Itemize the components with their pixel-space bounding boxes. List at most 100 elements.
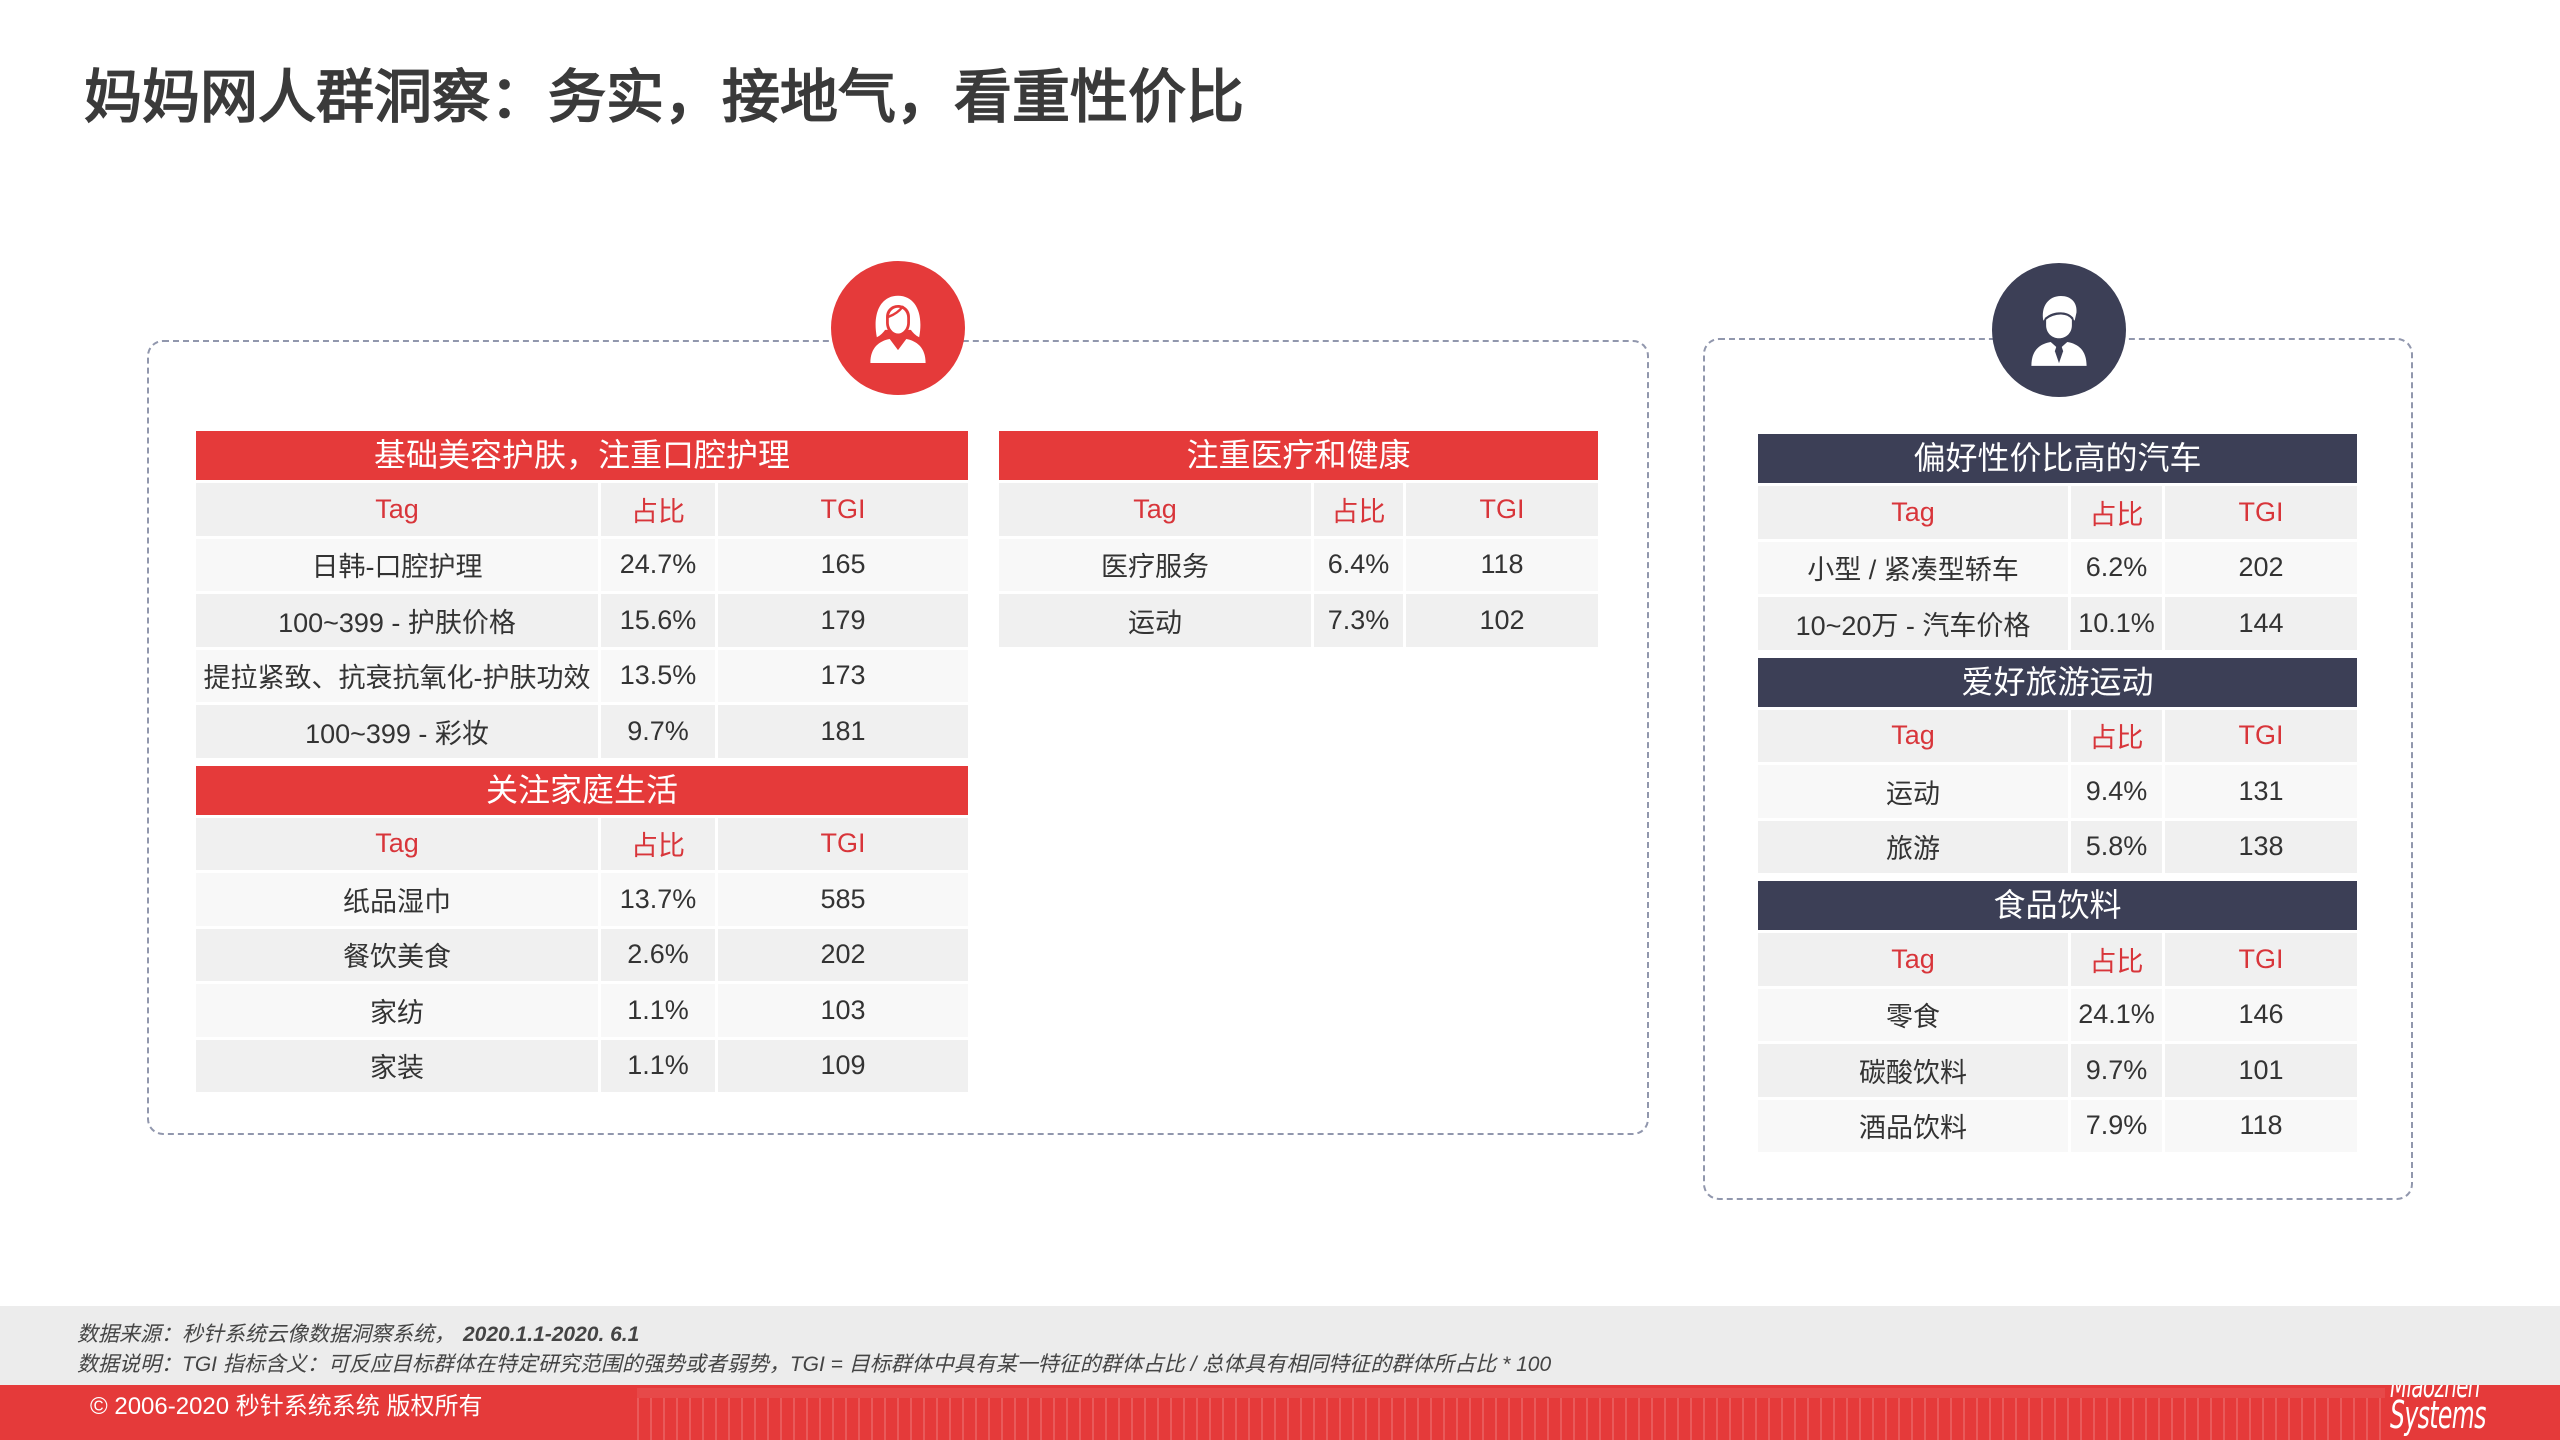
table-row: 日韩-口腔护理 24.7% 165	[196, 538, 968, 591]
tag-cell: 日韩-口腔护理	[196, 538, 598, 591]
table-row: 纸品湿巾 13.7% 585	[196, 873, 968, 926]
logo-line-1: Miaozhen	[2390, 1385, 2480, 1405]
share-cell: 1.1%	[601, 984, 715, 1037]
tag-cell: 旅游	[1758, 820, 2068, 873]
tag-cell: 酒品饮料	[1758, 1099, 2068, 1152]
footer-notes-band	[0, 1306, 2560, 1385]
column-header-share: 占比	[601, 817, 715, 870]
table-row: 运动 9.4% 131	[1758, 765, 2357, 818]
tgi-cell: 181	[718, 705, 968, 758]
data-source-note: 数据来源：秒针系统云像数据洞察系统， 2020.1.1-2020. 6.1	[77, 1318, 639, 1348]
column-header-tag: Tag	[999, 483, 1311, 536]
logo-line-2: Systems	[2390, 1393, 2486, 1437]
table-section: 注重医疗和健康 Tag 占比 TGI 医疗服务 6.4% 118 运动 7.3% 102	[999, 431, 1598, 647]
table-row: 家纺 1.1% 103	[196, 984, 968, 1037]
tgi-cell: 165	[718, 538, 968, 591]
tag-cell: 纸品湿巾	[196, 873, 598, 926]
column-header-tgi: TGI	[718, 483, 968, 536]
table-section: 基础美容护肤，注重口腔护理 Tag 占比 TGI 日韩-口腔护理 24.7% 165 100~…	[196, 431, 968, 758]
company-logo: Miaozhen Systems	[2390, 1385, 2510, 1440]
column-header-share: 占比	[1314, 483, 1403, 536]
section-title: 偏好性价比高的汽车	[1758, 434, 2357, 483]
tgi-cell: 173	[718, 649, 968, 702]
column-header-tag: Tag	[196, 483, 598, 536]
tag-cell: 餐饮美食	[196, 928, 598, 981]
tgi-cell: 101	[2165, 1044, 2357, 1097]
column-header-tgi: TGI	[2165, 486, 2357, 539]
tag-cell: 100~399 - 护肤价格	[196, 594, 598, 647]
female-avatar-badge	[831, 261, 965, 395]
table-section: 偏好性价比高的汽车 Tag 占比 TGI 小型 / 紧凑型轿车 6.2% 202 10~20万…	[1758, 434, 2357, 650]
share-cell: 6.4%	[1314, 538, 1403, 591]
man-avatar-icon	[2031, 295, 2087, 366]
share-cell: 15.6%	[601, 594, 715, 647]
table-row: 10~20万 - 汽车价格 10.1% 144	[1758, 597, 2357, 650]
section-title: 关注家庭生活	[196, 765, 968, 815]
column-header-share: 占比	[2071, 486, 2162, 539]
tag-cell: 100~399 - 彩妆	[196, 705, 598, 758]
table-row: 碳酸饮料 9.7% 101	[1758, 1044, 2357, 1097]
table-row: 100~399 - 护肤价格 15.6% 179	[196, 594, 968, 647]
page-title: 妈妈网人群洞察：务实，接地气，看重性价比	[84, 65, 1245, 130]
share-cell: 13.5%	[601, 649, 715, 702]
tag-cell: 小型 / 紧凑型轿车	[1758, 541, 2068, 594]
tgi-cell: 102	[1406, 594, 1598, 647]
table-header-row: Tag 占比 TGI	[1758, 933, 2357, 986]
share-cell: 9.7%	[2071, 1044, 2162, 1097]
tag-cell: 碳酸饮料	[1758, 1044, 2068, 1097]
female-tables-right: 注重医疗和健康 Tag 占比 TGI 医疗服务 6.4% 118 运动 7.3% 102	[999, 431, 1598, 647]
table-row: 餐饮美食 2.6% 202	[196, 928, 968, 981]
table-header-row: Tag 占比 TGI	[1758, 709, 2357, 762]
woman-avatar-icon	[870, 295, 926, 363]
tgi-cell: 202	[718, 928, 968, 981]
share-cell: 10.1%	[2071, 597, 2162, 650]
table-header-row: Tag 占比 TGI	[196, 483, 968, 536]
tgi-definition-note: 数据说明：TGI 指标含义：可反应目标群体在特定研究范围的强势或者弱势，TGI …	[77, 1353, 1552, 1376]
column-header-share: 占比	[2071, 709, 2162, 762]
table-header-row: Tag 占比 TGI	[1758, 486, 2357, 539]
section-title: 基础美容护肤，注重口腔护理	[196, 431, 968, 480]
share-cell: 1.1%	[601, 1039, 715, 1092]
share-cell: 9.4%	[2071, 765, 2162, 818]
tgi-cell: 103	[718, 984, 968, 1037]
tgi-cell: 202	[2165, 541, 2357, 594]
table-row: 旅游 5.8% 138	[1758, 820, 2357, 873]
copyright-text: © 2006-2020 秒针系统系统 版权所有	[90, 1393, 483, 1420]
table-row: 家装 1.1% 109	[196, 1039, 968, 1092]
data-source-period: 2020.1.1-2020. 6.1	[463, 1323, 640, 1346]
share-cell: 7.9%	[2071, 1099, 2162, 1152]
share-cell: 5.8%	[2071, 820, 2162, 873]
tgi-cell: 138	[2165, 820, 2357, 873]
column-header-tag: Tag	[196, 817, 598, 870]
section-title: 注重医疗和健康	[999, 431, 1598, 480]
column-header-share: 占比	[2071, 933, 2162, 986]
footer-brand-band	[0, 1385, 2560, 1440]
column-header-tgi: TGI	[2165, 709, 2357, 762]
table-row: 提拉紧致、抗衰抗氧化-护肤功效 13.5% 173	[196, 649, 968, 702]
tgi-cell: 118	[1406, 538, 1598, 591]
data-source-label: 数据来源：秒针系统云像数据洞察系统，	[77, 1323, 455, 1346]
table-section: 关注家庭生活 Tag 占比 TGI 纸品湿巾 13.7% 585 餐饮美食 2.6% 202 家纺 1…	[196, 765, 968, 1092]
table-row: 酒品饮料 7.9% 118	[1758, 1099, 2357, 1152]
tag-cell: 10~20万 - 汽车价格	[1758, 597, 2068, 650]
column-header-tag: Tag	[1758, 933, 2068, 986]
column-header-share: 占比	[601, 483, 715, 536]
column-header-tag: Tag	[1758, 486, 2068, 539]
tgi-cell: 585	[718, 873, 968, 926]
tag-cell: 运动	[1758, 765, 2068, 818]
share-cell: 24.1%	[2071, 988, 2162, 1041]
table-row: 医疗服务 6.4% 118	[999, 538, 1598, 591]
male-tables: 偏好性价比高的汽车 Tag 占比 TGI 小型 / 紧凑型轿车 6.2% 202 10~20万…	[1758, 434, 2357, 1152]
female-tables-left: 基础美容护肤，注重口腔护理 Tag 占比 TGI 日韩-口腔护理 24.7% 165 100~…	[196, 431, 968, 1092]
table-header-row: Tag 占比 TGI	[999, 483, 1598, 536]
table-row: 零食 24.1% 146	[1758, 988, 2357, 1041]
tag-cell: 家纺	[196, 984, 598, 1037]
section-title: 爱好旅游运动	[1758, 657, 2357, 707]
tag-cell: 家装	[196, 1039, 598, 1092]
tgi-cell: 131	[2165, 765, 2357, 818]
table-row: 小型 / 紧凑型轿车 6.2% 202	[1758, 541, 2357, 594]
table-row: 运动 7.3% 102	[999, 594, 1598, 647]
column-header-tgi: TGI	[718, 817, 968, 870]
decorative-stripes	[637, 1398, 2385, 1440]
